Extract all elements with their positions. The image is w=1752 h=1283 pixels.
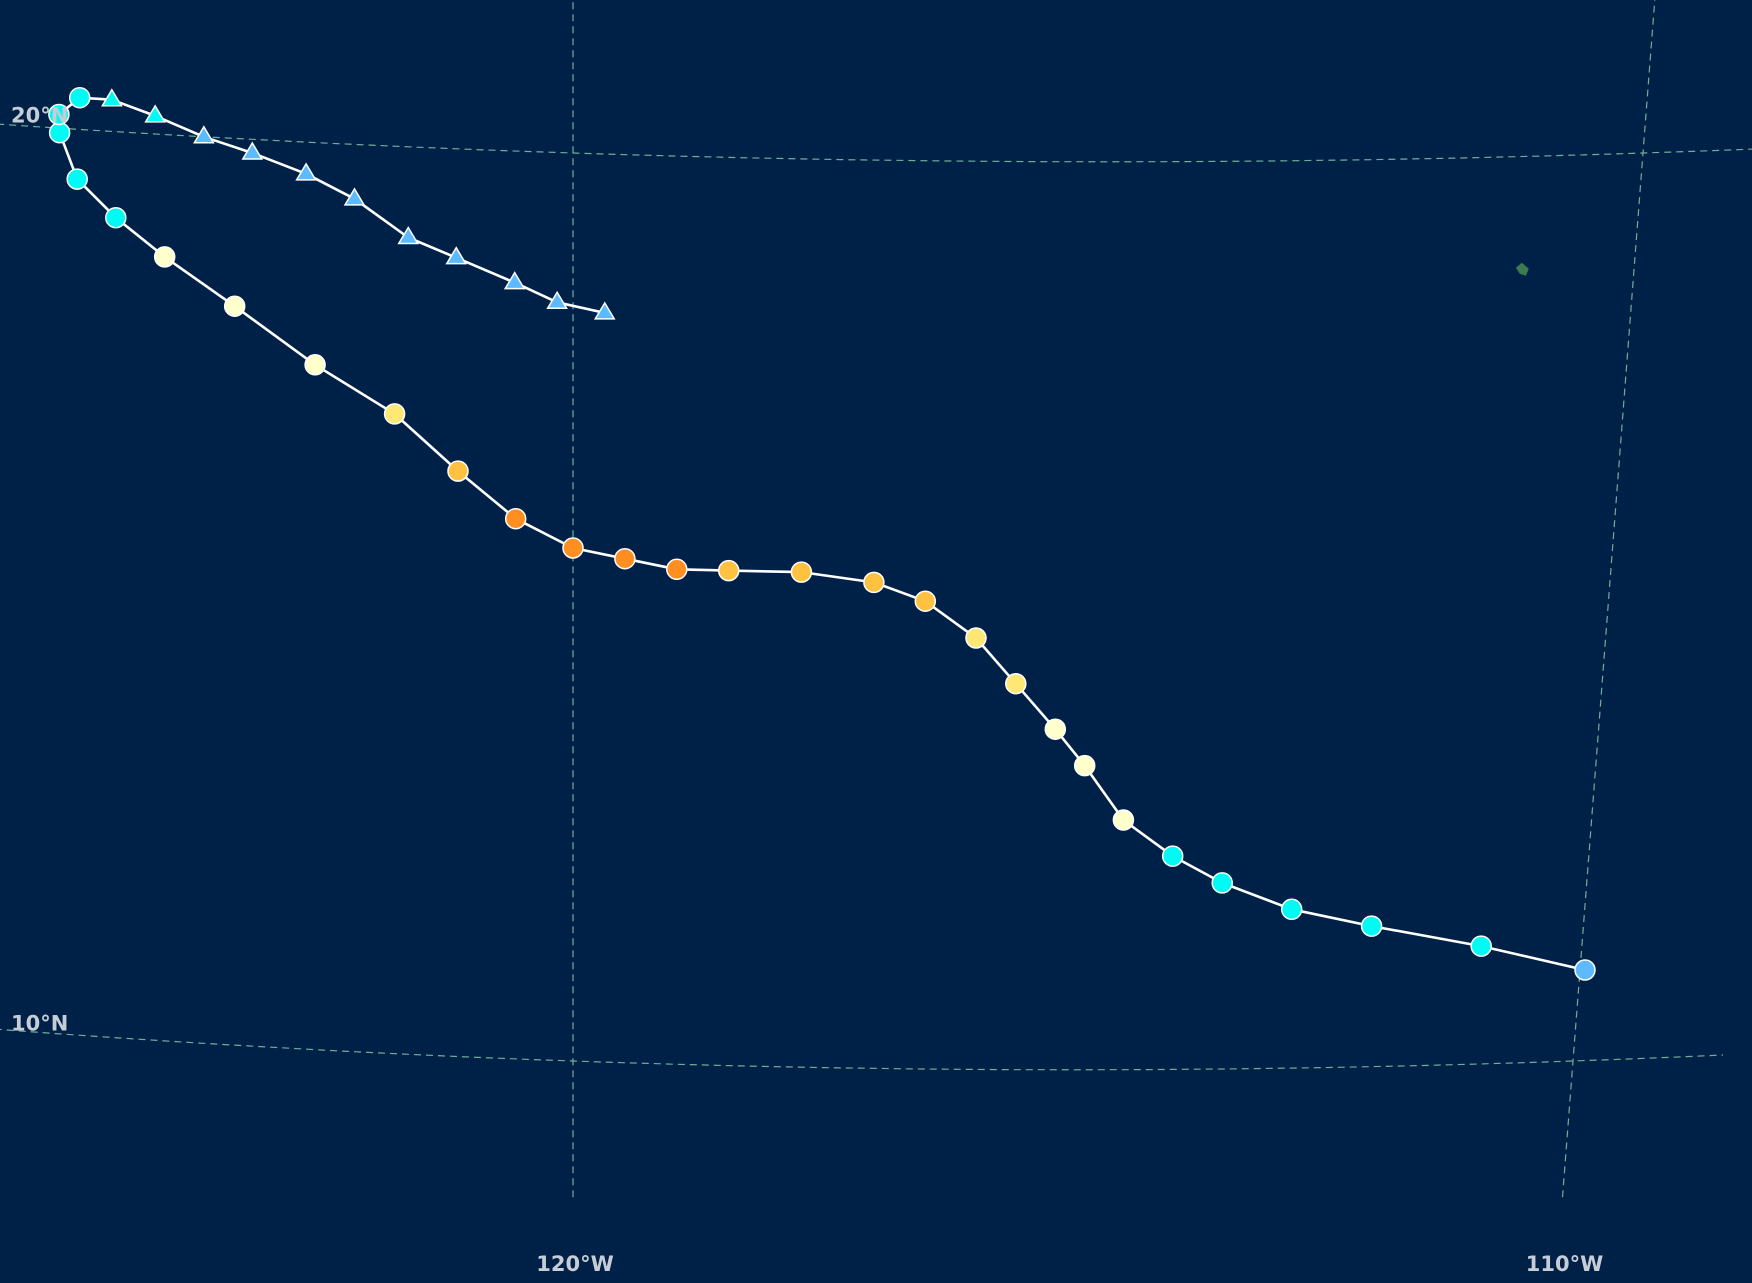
track-point-29 bbox=[68, 86, 91, 109]
track-point-2 bbox=[1470, 935, 1492, 957]
track-point-20 bbox=[447, 460, 469, 482]
track-point-7 bbox=[1112, 809, 1135, 831]
track-point-33 bbox=[241, 141, 264, 160]
latitude-label-10n: 10°N bbox=[11, 1011, 68, 1035]
track-point-13 bbox=[863, 571, 885, 594]
track-line bbox=[57, 96, 1586, 972]
track-point-35 bbox=[343, 187, 366, 206]
track-point-8 bbox=[1073, 754, 1096, 777]
parallel-line-20n bbox=[0, 123, 1752, 163]
track-point-1 bbox=[1574, 959, 1596, 981]
track-point-25 bbox=[105, 206, 127, 229]
track-point-4 bbox=[1280, 898, 1303, 921]
track-point-23 bbox=[223, 295, 246, 317]
track-point-11 bbox=[965, 627, 987, 649]
graticule-labels: 20°N 10°N 120°W 110°W bbox=[11, 103, 1603, 1276]
track-point-32 bbox=[193, 125, 215, 144]
track-point-3 bbox=[1360, 915, 1383, 937]
track-point-26 bbox=[66, 168, 88, 190]
track-point-6 bbox=[1161, 845, 1184, 867]
track-point-37 bbox=[445, 246, 468, 265]
track-point-30 bbox=[101, 88, 123, 107]
track-point-12 bbox=[914, 590, 937, 612]
track-point-14 bbox=[790, 561, 813, 583]
track-point-36 bbox=[397, 226, 420, 245]
track-point-24 bbox=[153, 246, 176, 268]
graticule bbox=[0, 0, 1752, 1198]
track-point-5 bbox=[1211, 872, 1233, 894]
track-point-22 bbox=[304, 354, 326, 376]
track-point-34 bbox=[295, 162, 317, 181]
small-island bbox=[1515, 262, 1529, 276]
latitude-label-20n: 20°N bbox=[11, 103, 68, 127]
meridian-line-110w bbox=[1561, 0, 1656, 1198]
track-point-15 bbox=[717, 559, 740, 582]
track-point-17 bbox=[614, 547, 636, 570]
longitude-label-110w: 110°W bbox=[1526, 1252, 1604, 1276]
track-point-19 bbox=[504, 507, 527, 530]
track-point-21 bbox=[383, 403, 406, 425]
storm-track bbox=[48, 86, 1596, 981]
track-point-16 bbox=[666, 558, 688, 581]
track-point-18 bbox=[562, 537, 584, 559]
track-point-28 bbox=[48, 103, 70, 126]
track-point-39 bbox=[546, 290, 568, 310]
track-point-38 bbox=[503, 271, 526, 290]
parallel-line-10n bbox=[0, 1028, 1724, 1071]
track-point-31 bbox=[144, 104, 166, 123]
track-point-9 bbox=[1044, 718, 1067, 740]
land-layer bbox=[1515, 262, 1529, 276]
track-point-40 bbox=[593, 301, 616, 320]
longitude-label-120w: 120°W bbox=[536, 1252, 614, 1276]
track-point-10 bbox=[1005, 672, 1027, 695]
